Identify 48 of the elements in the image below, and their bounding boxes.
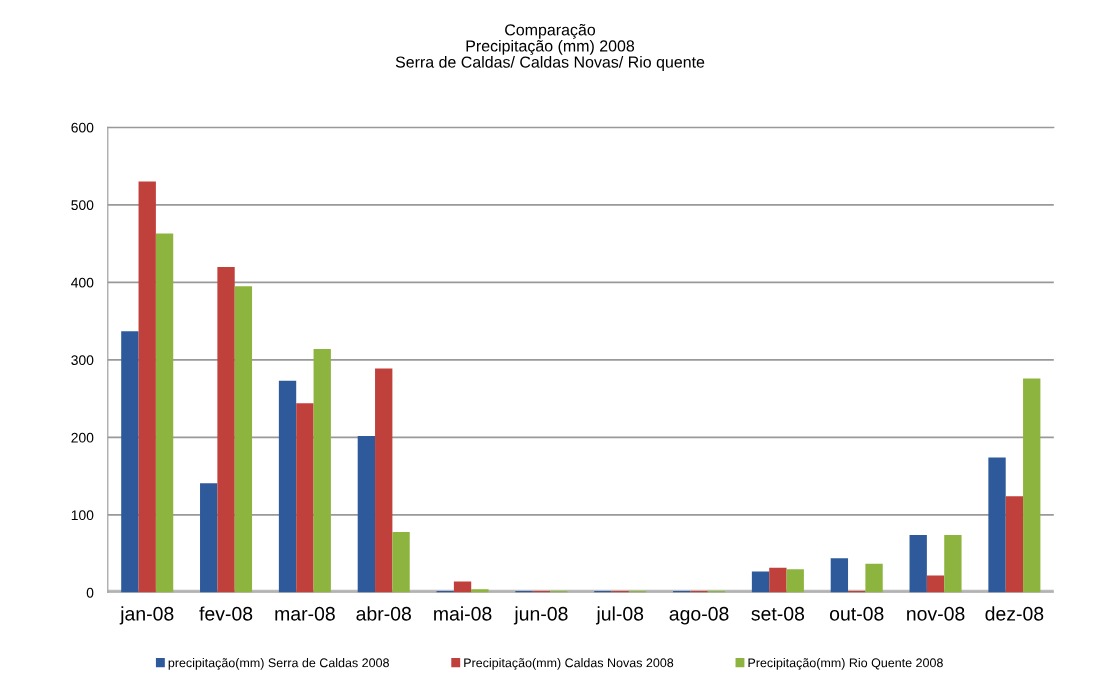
- y-tick-label: 200: [71, 432, 94, 443]
- bar: [217, 266, 235, 593]
- y-tick-label: 100: [71, 510, 94, 521]
- bar: [988, 457, 1006, 593]
- legend-label: Precipitação(mm) Caldas Novas 2008: [464, 658, 674, 670]
- bar: [944, 535, 962, 593]
- x-tick-label: dez-08: [985, 606, 1044, 621]
- x-tick-label: ago-08: [669, 606, 729, 625]
- chart-title: Comparação Precipitação (mm) 2008 Serra de Caldas/ Caldas Novas/ Rio quente: [395, 23, 705, 71]
- bar: [392, 532, 410, 593]
- bar: [278, 380, 297, 593]
- y-tick-label: 0: [86, 587, 94, 598]
- bar: [751, 571, 770, 593]
- y-tick-label: 300: [71, 355, 94, 366]
- bar: [138, 181, 156, 593]
- bar: [121, 331, 139, 593]
- bar: [909, 535, 927, 593]
- bar: [375, 368, 393, 593]
- bar: [1005, 496, 1024, 593]
- legend-label: precipitação(mm) Serra de Caldas 2008: [168, 658, 389, 670]
- bar: [471, 589, 489, 593]
- legend-label: Precipitação(mm) Rio Quente 2008: [748, 658, 943, 670]
- bar: [926, 575, 945, 593]
- x-tick-label: jun-08: [513, 606, 568, 625]
- x-tick-label: jan-08: [119, 606, 174, 625]
- x-tick-label: fev-08: [199, 606, 253, 621]
- x-tick-label: mar-08: [275, 606, 335, 621]
- bar: [865, 563, 883, 593]
- y-tick-label: 500: [71, 200, 94, 211]
- bar: [200, 483, 218, 593]
- bar: [313, 349, 331, 593]
- x-tick-label: abr-08: [356, 606, 411, 621]
- x-tick-label: set-08: [751, 606, 805, 621]
- bar: [453, 581, 472, 593]
- bar: [830, 558, 849, 593]
- x-tick-label: jul-08: [595, 606, 644, 625]
- bar: [769, 567, 787, 593]
- bar: [155, 233, 174, 593]
- bar: [786, 569, 804, 593]
- y-tick-label: 400: [71, 277, 94, 288]
- bar: [234, 286, 253, 593]
- x-tick-label: out-08: [829, 606, 884, 621]
- bar: [357, 435, 376, 593]
- x-tick-label: mai-08: [434, 606, 492, 621]
- y-tick-label: 600: [71, 122, 94, 133]
- bar: [1023, 378, 1041, 593]
- bar: [296, 403, 314, 593]
- x-tick-label: nov-08: [907, 606, 965, 621]
